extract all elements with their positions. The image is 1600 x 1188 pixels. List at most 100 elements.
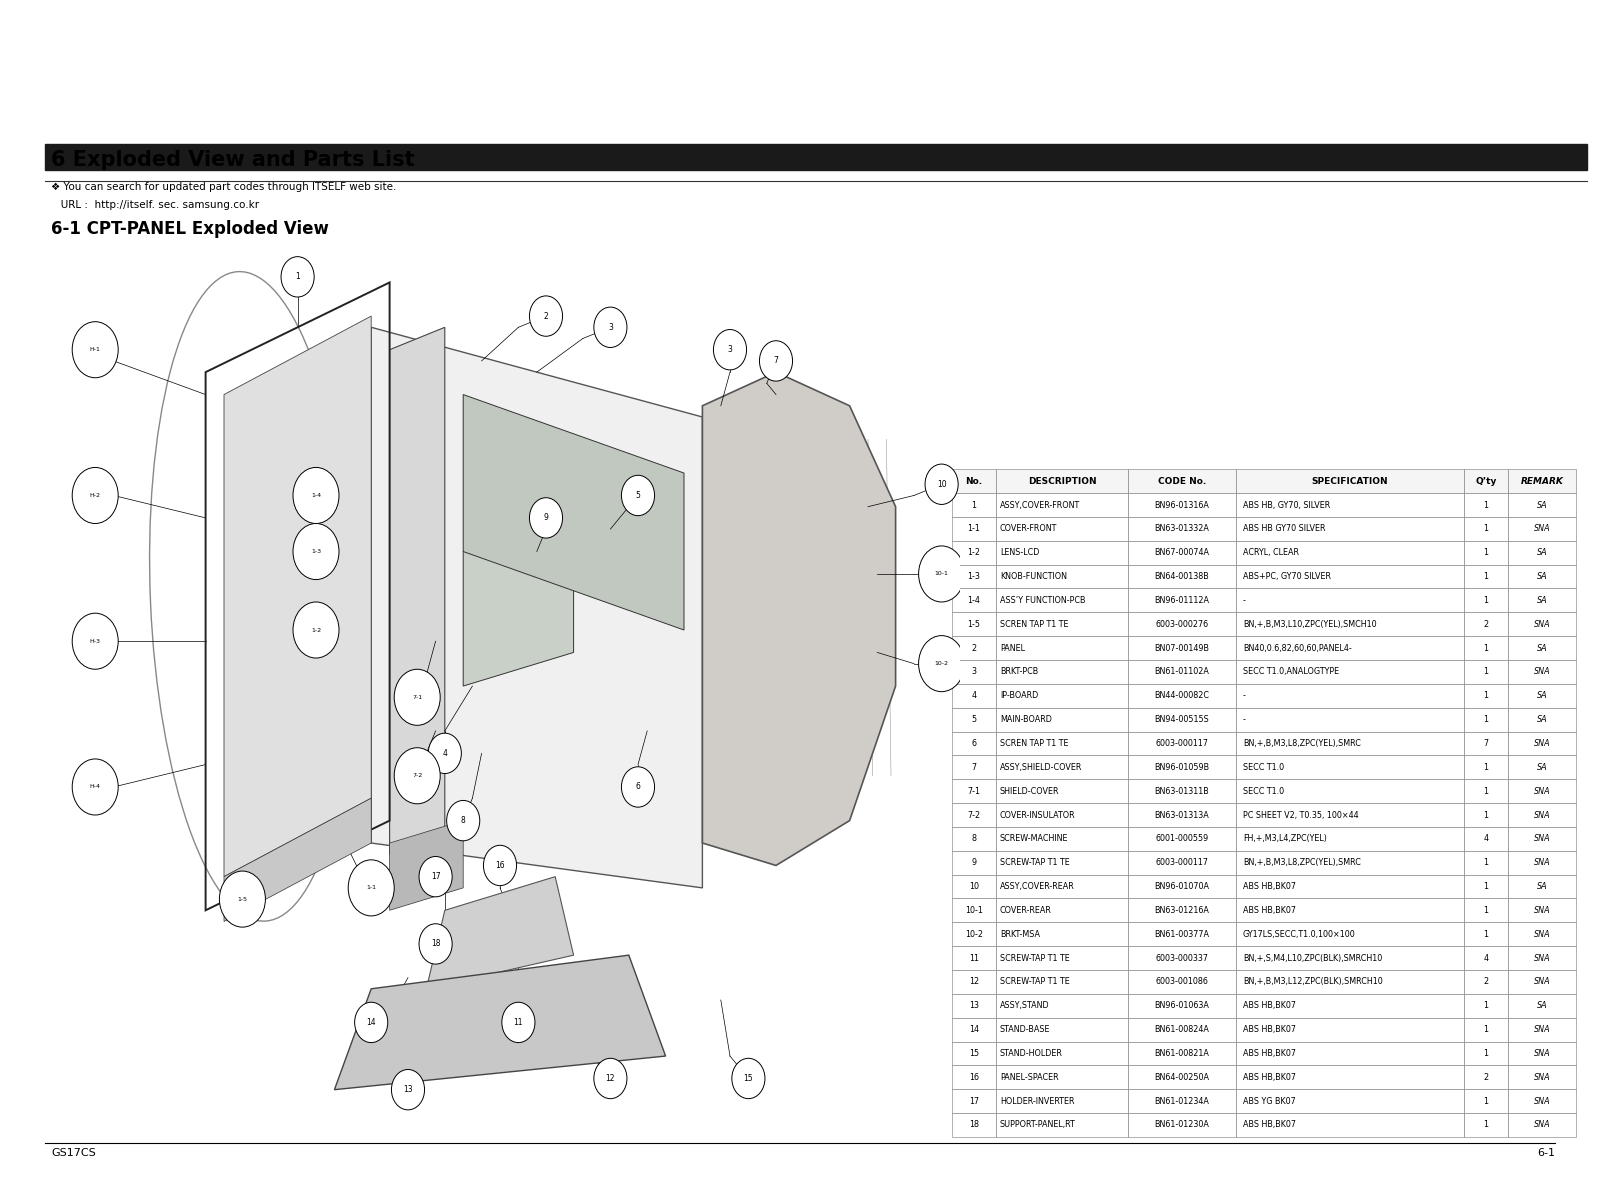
Bar bbox=[1235, 1066, 1464, 1089]
Text: ABS YG BK07: ABS YG BK07 bbox=[1243, 1097, 1296, 1106]
Bar bbox=[1235, 946, 1464, 969]
Text: ASSY,STAND: ASSY,STAND bbox=[1000, 1001, 1050, 1010]
Text: SECC T1.0: SECC T1.0 bbox=[1243, 763, 1283, 772]
Polygon shape bbox=[334, 955, 666, 1089]
Bar bbox=[1235, 708, 1464, 732]
Bar bbox=[1464, 756, 1507, 779]
Bar bbox=[1128, 493, 1235, 517]
Circle shape bbox=[429, 733, 461, 773]
Text: 11: 11 bbox=[514, 1018, 523, 1026]
Bar bbox=[1235, 969, 1464, 994]
Bar bbox=[1235, 612, 1464, 637]
Polygon shape bbox=[371, 327, 702, 887]
Text: 2: 2 bbox=[1483, 1073, 1488, 1082]
Bar bbox=[1128, 708, 1235, 732]
Circle shape bbox=[530, 498, 563, 538]
Bar bbox=[1507, 1066, 1576, 1089]
Circle shape bbox=[621, 475, 654, 516]
Text: 8: 8 bbox=[971, 834, 976, 843]
Circle shape bbox=[530, 296, 563, 336]
Bar bbox=[995, 946, 1128, 969]
Text: 1-2: 1-2 bbox=[968, 548, 981, 557]
Bar bbox=[1128, 1066, 1235, 1089]
Text: SNA: SNA bbox=[1534, 810, 1550, 820]
Bar bbox=[995, 1113, 1128, 1137]
Bar bbox=[1235, 994, 1464, 1018]
Circle shape bbox=[419, 857, 453, 897]
Circle shape bbox=[760, 341, 792, 381]
Bar bbox=[1507, 732, 1576, 756]
Bar bbox=[952, 1089, 995, 1113]
Text: 2: 2 bbox=[1483, 620, 1488, 628]
Text: BN44-00082C: BN44-00082C bbox=[1155, 691, 1210, 700]
Text: 17: 17 bbox=[430, 872, 440, 881]
Bar bbox=[1507, 994, 1576, 1018]
Bar bbox=[952, 564, 995, 588]
Text: 1: 1 bbox=[1483, 810, 1488, 820]
Bar bbox=[995, 517, 1128, 541]
Text: SA: SA bbox=[1536, 881, 1547, 891]
Bar bbox=[1235, 1113, 1464, 1137]
Bar bbox=[995, 1042, 1128, 1066]
Text: SCREW-TAP T1 TE: SCREW-TAP T1 TE bbox=[1000, 978, 1070, 986]
Text: 16: 16 bbox=[494, 861, 506, 870]
Text: 10-1: 10-1 bbox=[934, 571, 949, 576]
Text: 6003-000117: 6003-000117 bbox=[1155, 858, 1208, 867]
Text: 1-4: 1-4 bbox=[310, 493, 322, 498]
Text: SNA: SNA bbox=[1534, 858, 1550, 867]
Circle shape bbox=[483, 846, 517, 885]
Bar bbox=[952, 994, 995, 1018]
Bar bbox=[1235, 827, 1464, 851]
Bar bbox=[1507, 517, 1576, 541]
Text: 3: 3 bbox=[728, 346, 733, 354]
Text: LENS-LCD: LENS-LCD bbox=[1000, 548, 1040, 557]
Bar bbox=[952, 517, 995, 541]
Text: 1-5: 1-5 bbox=[968, 620, 981, 628]
Bar bbox=[1507, 469, 1576, 493]
Text: 7: 7 bbox=[773, 356, 779, 366]
Text: 12: 12 bbox=[606, 1074, 614, 1083]
Circle shape bbox=[925, 465, 958, 505]
Bar bbox=[1507, 898, 1576, 922]
Bar bbox=[995, 1018, 1128, 1042]
Text: FH,+,M3,L4,ZPC(YEL): FH,+,M3,L4,ZPC(YEL) bbox=[1243, 834, 1326, 843]
Bar bbox=[1464, 564, 1507, 588]
Text: 12: 12 bbox=[970, 978, 979, 986]
Bar bbox=[952, 874, 995, 898]
Text: 7: 7 bbox=[971, 763, 976, 772]
Bar bbox=[995, 732, 1128, 756]
Text: SNA: SNA bbox=[1534, 978, 1550, 986]
Bar bbox=[1464, 922, 1507, 946]
Bar bbox=[952, 612, 995, 637]
Circle shape bbox=[72, 613, 118, 669]
Bar bbox=[1128, 564, 1235, 588]
Text: 13: 13 bbox=[970, 1001, 979, 1010]
Bar bbox=[1507, 588, 1576, 612]
Bar bbox=[952, 851, 995, 874]
Bar bbox=[1235, 564, 1464, 588]
Text: SA: SA bbox=[1536, 691, 1547, 700]
Text: 1: 1 bbox=[1483, 906, 1488, 915]
Text: 3: 3 bbox=[971, 668, 976, 676]
Text: 6003-000276: 6003-000276 bbox=[1155, 620, 1208, 628]
Circle shape bbox=[621, 766, 654, 807]
Bar bbox=[1128, 779, 1235, 803]
Text: BN63-01332A: BN63-01332A bbox=[1155, 524, 1210, 533]
Bar bbox=[1128, 732, 1235, 756]
Circle shape bbox=[918, 636, 965, 691]
Bar bbox=[1464, 1113, 1507, 1137]
Text: SNA: SNA bbox=[1534, 786, 1550, 796]
Bar bbox=[1507, 874, 1576, 898]
Text: 1: 1 bbox=[1483, 596, 1488, 605]
Text: ❖ You can search for updated part codes through ITSELF web site.: ❖ You can search for updated part codes … bbox=[51, 182, 397, 191]
Text: SA: SA bbox=[1536, 500, 1547, 510]
Text: COVER-REAR: COVER-REAR bbox=[1000, 906, 1051, 915]
Text: 2: 2 bbox=[544, 311, 549, 321]
Bar bbox=[995, 1089, 1128, 1113]
Circle shape bbox=[282, 257, 314, 297]
Bar bbox=[1464, 851, 1507, 874]
Bar bbox=[1464, 588, 1507, 612]
Polygon shape bbox=[224, 316, 371, 877]
Bar bbox=[1235, 1089, 1464, 1113]
Text: URL :  http://itself. sec. samsung.co.kr: URL : http://itself. sec. samsung.co.kr bbox=[51, 200, 259, 209]
